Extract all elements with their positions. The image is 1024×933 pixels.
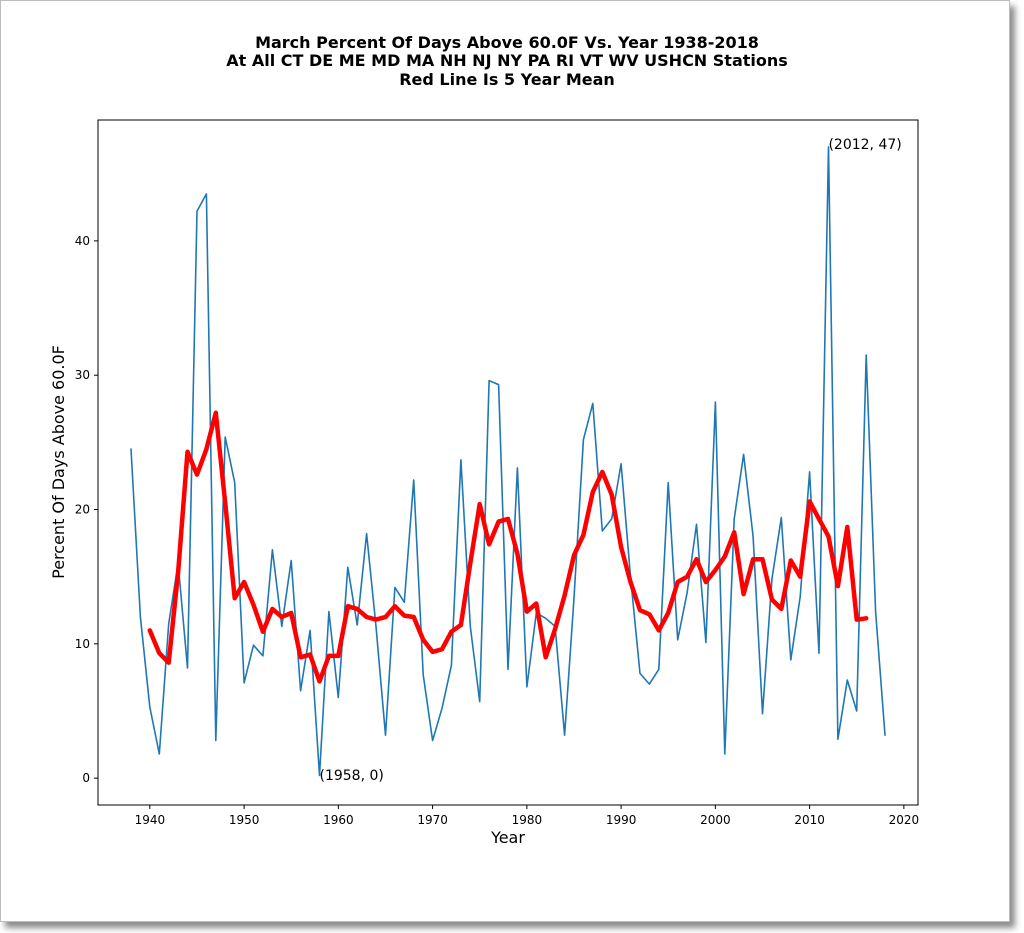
- y-tick-label: 40: [75, 234, 90, 248]
- x-tick-label: 2020: [889, 813, 920, 827]
- x-tick-label: 1960: [323, 813, 354, 827]
- point-annotation: (1958, 0): [319, 768, 383, 784]
- x-tick-label: 1940: [135, 813, 166, 827]
- y-axis: 0 10 20 30 40: [75, 234, 98, 785]
- chart-title-line-3: Red Line Is 5 Year Mean: [399, 70, 615, 89]
- x-tick-label: 2000: [700, 813, 731, 827]
- y-tick-label: 30: [75, 368, 90, 382]
- y-tick-label: 0: [82, 771, 90, 785]
- x-axis: 1940 1950 1960 1970 1980 1990 2000 2010 2020: [135, 805, 920, 827]
- x-tick-label: 1990: [606, 813, 637, 827]
- x-tick-label: 1980: [512, 813, 543, 827]
- x-axis-label: Year: [490, 828, 525, 847]
- plot-area: [97, 119, 919, 806]
- x-tick-label: 2010: [794, 813, 825, 827]
- y-tick-label: 10: [75, 637, 90, 651]
- x-tick-label: 1950: [229, 813, 260, 827]
- annotations: (1958, 0) (2012, 47): [319, 137, 901, 784]
- chart-title-line-2: At All CT DE ME MD MA NH NJ NY PA RI VT …: [226, 51, 788, 70]
- x-tick-label: 1970: [417, 813, 448, 827]
- point-annotation: (2012, 47): [828, 137, 901, 153]
- plot-border: [97, 119, 919, 806]
- chart-title-line-1: March Percent Of Days Above 60.0F Vs. Ye…: [255, 33, 759, 52]
- plot-background: [98, 120, 918, 805]
- y-tick-label: 20: [75, 503, 90, 517]
- five-year-mean-line: [147, 410, 869, 684]
- annual-series-line: [130, 146, 886, 777]
- y-axis-label: Percent Of Days Above 60.0F: [49, 345, 68, 579]
